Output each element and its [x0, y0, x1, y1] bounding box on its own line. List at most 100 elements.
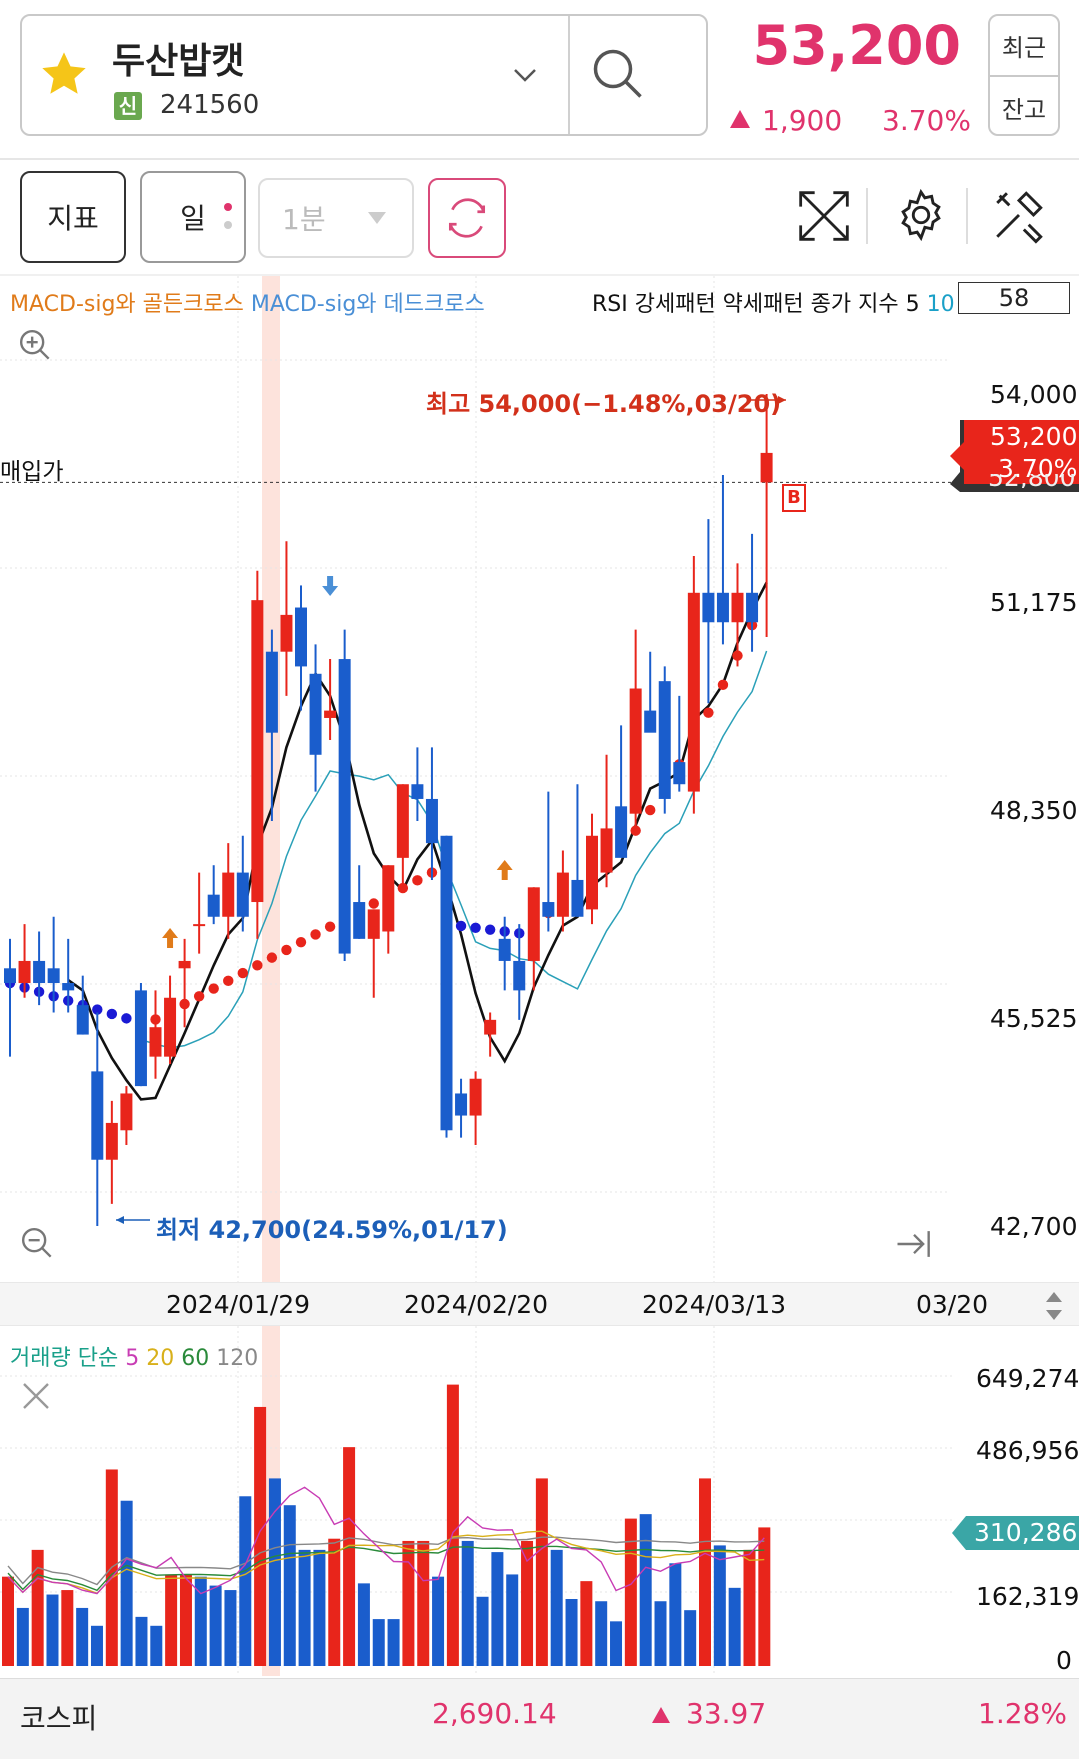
volume-bar: [61, 1590, 74, 1666]
search-icon[interactable]: [588, 44, 648, 104]
recent-label[interactable]: 최근: [1001, 34, 1047, 62]
buy-price-label: 매입가: [0, 459, 64, 485]
rsi-value: 58: [998, 284, 1030, 312]
candle-body: [716, 592, 729, 623]
candle-body: [484, 1019, 497, 1035]
interval-dropdown[interactable]: 1분: [258, 178, 414, 258]
stock-name: 두산밥캣: [112, 41, 245, 82]
candle-body: [105, 1122, 118, 1160]
y-axis-label: 42,700: [990, 1212, 1078, 1241]
recent-balance-toggle[interactable]: 최근 잔고: [988, 14, 1060, 136]
high-pointer-arrow: [778, 396, 786, 404]
volume-bar: [713, 1545, 726, 1666]
candle-body: [265, 651, 278, 733]
index-ticker-bar[interactable]: 코스피 2,690.14 33.97 1.28%: [0, 1678, 1079, 1759]
candle-body: [338, 659, 351, 954]
volume-bar: [209, 1585, 222, 1666]
candle-body: [18, 960, 31, 984]
close-icon[interactable]: [18, 1378, 54, 1414]
resize-handle-icon[interactable]: [1044, 1290, 1064, 1322]
candle-body: [382, 865, 395, 932]
candle-body: [280, 614, 293, 652]
sar-dot: [223, 975, 234, 987]
tools-icon[interactable]: [990, 186, 1048, 244]
candle-body: [76, 1005, 89, 1035]
volume-bar: [283, 1505, 296, 1666]
vol-y-label: 649,274: [976, 1364, 1079, 1393]
stock-selector[interactable]: 두산밥캣 신 241560: [20, 14, 708, 136]
volume-bar: [224, 1590, 237, 1666]
zoom-in-icon[interactable]: [12, 322, 56, 366]
refresh-button[interactable]: [428, 178, 506, 258]
index-name: 코스피: [20, 1702, 98, 1735]
divider: [966, 188, 968, 244]
candle-body: [324, 710, 337, 718]
candle-body: [4, 968, 16, 984]
candle-body: [164, 997, 177, 1057]
up-arrow-icon: [162, 928, 179, 948]
x-axis-label: 2024/03/13: [642, 1290, 787, 1319]
volume-bar: [565, 1599, 578, 1666]
volume-bar: [90, 1625, 103, 1666]
candle-body: [571, 879, 584, 917]
volume-bar: [684, 1610, 697, 1666]
gear-icon[interactable]: [892, 186, 950, 244]
candle-body: [556, 872, 569, 917]
ma20-label: 20: [146, 1346, 175, 1371]
fullscreen-icon[interactable]: [796, 188, 852, 244]
sar-dot: [92, 1004, 103, 1015]
volume-bar: [476, 1596, 489, 1666]
volume-bars[interactable]: [0, 1326, 1079, 1676]
up-triangle-icon: [730, 110, 750, 128]
favorite-star-icon[interactable]: [38, 48, 90, 100]
candle-body: [236, 872, 249, 917]
volume-current-tag: 310,286: [952, 1516, 1079, 1550]
scroll-to-end-icon[interactable]: [892, 1222, 936, 1266]
volume-bar: [550, 1549, 563, 1666]
candle-body: [731, 592, 744, 623]
volume-bar: [580, 1581, 593, 1666]
candle-body: [455, 1093, 468, 1116]
volume-chart[interactable]: [0, 1326, 1079, 1676]
volume-bar: [402, 1540, 415, 1666]
candlestick-chart[interactable]: [0, 276, 1079, 1282]
volume-bar: [313, 1549, 326, 1666]
sar-dot: [412, 875, 423, 886]
macd-dead-label: MACD-sig와 데드크로스: [250, 292, 485, 317]
volume-bar: [16, 1607, 29, 1666]
zoom-out-icon[interactable]: [14, 1220, 58, 1264]
current-price: 53,200: [752, 14, 961, 77]
period-button[interactable]: 일: [140, 171, 246, 263]
volume-bar: [120, 1500, 133, 1666]
ma120-line: [7, 1536, 765, 1586]
header-divider: [0, 158, 1079, 160]
y-axis-label: 45,525: [990, 1004, 1078, 1033]
candle-body: [207, 894, 220, 917]
sar-dot: [295, 936, 307, 948]
volume-tag-value: 310,286: [974, 1518, 1078, 1547]
period-dots: [224, 203, 232, 229]
volume-bar: [343, 1447, 356, 1666]
sar-dot: [193, 991, 205, 1002]
indicator-button[interactable]: 지표: [20, 171, 126, 263]
volume-bar: [194, 1576, 207, 1666]
candle-body: [396, 784, 409, 858]
sar-dot: [324, 921, 336, 932]
volume-bar: [461, 1540, 474, 1666]
divider: [866, 188, 868, 244]
volume-bar: [506, 1574, 519, 1666]
ma5-line: [67, 581, 768, 1101]
high-annotation: 최고 54,000(−1.48%,03/20): [426, 390, 782, 418]
index-change: 33.97: [686, 1697, 767, 1730]
candle-body: [440, 835, 453, 1131]
volume-bar: [150, 1625, 163, 1666]
sar-dot: [368, 898, 379, 909]
sar-dot: [645, 804, 656, 816]
balance-label[interactable]: 잔고: [1001, 96, 1047, 124]
chevron-down-icon[interactable]: [510, 60, 540, 90]
price-chart[interactable]: [0, 276, 1079, 1282]
index-pct: 1.28%: [978, 1697, 1067, 1730]
candle-body: [498, 938, 511, 961]
candle-body: [513, 960, 526, 991]
candle-body: [134, 990, 147, 1087]
